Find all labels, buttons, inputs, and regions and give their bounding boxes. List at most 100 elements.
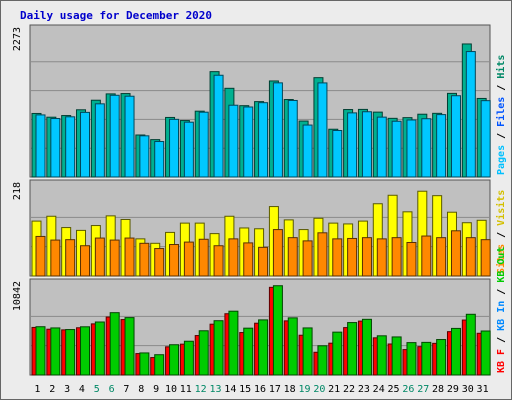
- bar-kb-out: [450, 327, 461, 376]
- bar-kb-out: [421, 341, 432, 376]
- bar-pages: [228, 104, 239, 178]
- bar-sites: [213, 245, 224, 277]
- panel-max-label: 10842: [12, 281, 23, 311]
- panel-legend: Sites / Visits: [495, 190, 507, 274]
- bar-pages: [421, 118, 432, 178]
- day-label: 15: [239, 384, 251, 395]
- bar-sites: [421, 235, 432, 277]
- bar-pages: [480, 100, 491, 178]
- day-label: 5: [94, 384, 100, 395]
- legend-item: KB F: [496, 349, 507, 373]
- bar-kb-out: [243, 327, 254, 376]
- bar-pages: [124, 95, 135, 178]
- bar-sites: [35, 235, 46, 277]
- bar-sites: [436, 237, 447, 277]
- bar-pages: [80, 111, 91, 178]
- legend-item: KB In: [496, 301, 507, 331]
- day-label: 17: [269, 384, 281, 395]
- bar-kb-out: [317, 345, 328, 376]
- legend-separator: /: [496, 331, 507, 349]
- legend-separator: /: [496, 79, 507, 97]
- bar-pages: [287, 99, 298, 178]
- bar-pages: [154, 141, 165, 178]
- day-label: 19: [298, 384, 310, 395]
- day-label: 13: [209, 384, 221, 395]
- day-label: 2: [49, 384, 55, 395]
- bar-pages: [391, 120, 402, 178]
- bar-kb-out: [436, 339, 447, 376]
- bar-pages: [465, 51, 476, 178]
- bar-pages: [109, 94, 120, 178]
- legend-separator: /: [496, 226, 507, 244]
- bar-kb-out: [94, 321, 105, 376]
- bar-kb-out: [35, 326, 46, 376]
- bar-pages: [65, 116, 76, 178]
- bar-pages: [376, 116, 387, 178]
- day-label: 10: [165, 384, 177, 395]
- bar-pages: [361, 111, 372, 178]
- bar-sites: [154, 248, 165, 277]
- bar-pages: [139, 135, 150, 178]
- day-label: 23: [358, 384, 370, 395]
- legend-item: Pages: [496, 145, 507, 175]
- day-label: 12: [195, 384, 207, 395]
- panel-legend: Pages / Files / Hits: [495, 55, 507, 175]
- bar-kb-out: [213, 320, 224, 376]
- bar-kb-out: [65, 329, 76, 376]
- day-label: 7: [123, 384, 129, 395]
- legend-separator: /: [496, 283, 507, 301]
- bar-kb-out: [347, 322, 358, 376]
- bar-kb-out: [169, 344, 180, 376]
- bar-kb-out: [376, 335, 387, 376]
- day-label: 4: [79, 384, 85, 395]
- bar-sites: [80, 245, 91, 277]
- day-label: 24: [373, 384, 385, 395]
- bar-kb-out: [198, 330, 209, 376]
- bar-pages: [450, 95, 461, 178]
- bar-sites: [480, 239, 491, 277]
- bar-pages: [213, 74, 224, 178]
- day-label: 21: [328, 384, 340, 395]
- day-label: 14: [224, 384, 236, 395]
- bar-kb-out: [391, 336, 402, 376]
- panel-bot: 10842 KB F / KB In / KB Out: [12, 247, 507, 376]
- panel-top: 2273 Pages / Files / Hits: [12, 24, 507, 178]
- bar-pages: [272, 82, 283, 178]
- bar-kb-out: [480, 330, 491, 376]
- bar-kb-out: [50, 327, 61, 376]
- day-label: 3: [64, 384, 70, 395]
- bar-pages: [243, 106, 254, 178]
- panel-max-label: 2273: [12, 27, 23, 51]
- bar-sites: [287, 237, 298, 277]
- bar-sites: [243, 242, 254, 277]
- bar-pages: [258, 102, 269, 178]
- bar-sites: [169, 244, 180, 277]
- day-label: 16: [254, 384, 266, 395]
- day-label: 18: [284, 384, 296, 395]
- bar-sites: [391, 237, 402, 277]
- day-label: 31: [477, 384, 489, 395]
- panel-max-label: 218: [12, 182, 23, 200]
- bar-sites: [183, 241, 194, 277]
- day-label: 26: [402, 384, 414, 395]
- bar-kb-out: [406, 342, 417, 376]
- bar-kb-out: [80, 326, 91, 376]
- bar-pages: [50, 118, 61, 178]
- day-label: 29: [447, 384, 459, 395]
- day-label: 9: [153, 384, 159, 395]
- legend-item: Sites: [495, 244, 507, 274]
- bar-kb-out: [183, 340, 194, 376]
- bar-sites: [198, 238, 209, 277]
- bar-sites: [272, 229, 283, 277]
- day-label: 11: [180, 384, 192, 395]
- panel-mid: 218 Sites / Visits: [12, 179, 507, 277]
- bar-sites: [361, 237, 372, 277]
- bar-sites: [406, 241, 417, 277]
- bar-pages: [183, 121, 194, 178]
- bar-kb-out: [272, 285, 283, 376]
- bar-pages: [169, 118, 180, 178]
- day-label: 8: [138, 384, 144, 395]
- legend-item: Hits: [495, 55, 507, 79]
- bar-pages: [332, 129, 343, 178]
- day-label: 25: [388, 384, 400, 395]
